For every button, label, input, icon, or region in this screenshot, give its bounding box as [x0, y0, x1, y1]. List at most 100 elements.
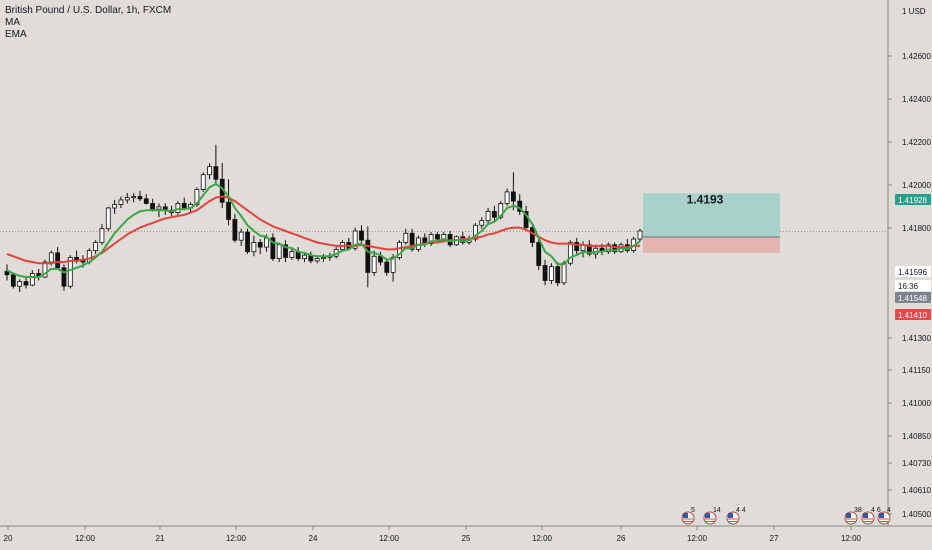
candle[interactable]: [74, 257, 80, 261]
candle[interactable]: [567, 242, 573, 264]
candle[interactable]: [112, 204, 118, 209]
indicator-ma-label[interactable]: MA: [5, 17, 20, 28]
candle[interactable]: [99, 228, 105, 243]
candle[interactable]: [200, 174, 206, 190]
y-tick-label: 1.42600: [902, 52, 931, 61]
candle[interactable]: [156, 206, 162, 210]
candle[interactable]: [118, 199, 124, 205]
flag-canton: [846, 513, 851, 518]
candle[interactable]: [548, 266, 554, 281]
price-badge-label: 16:36: [898, 282, 919, 291]
x-tick-label: 12:00: [379, 534, 400, 543]
symbol-title[interactable]: British Pound / U.S. Dollar, 1h, FXCM: [5, 5, 172, 16]
candle[interactable]: [143, 198, 149, 204]
x-tick-label: 27: [770, 534, 779, 543]
candle[interactable]: [238, 231, 244, 241]
price-axis[interactable]: [888, 0, 932, 526]
event-count-label: 4 6: [871, 507, 881, 514]
candle[interactable]: [473, 224, 478, 240]
candle[interactable]: [55, 252, 61, 269]
candle[interactable]: [397, 242, 402, 258]
y-tick-label: 1.41150: [902, 366, 931, 375]
candle[interactable]: [181, 202, 187, 209]
flag-canton: [879, 513, 884, 518]
candle[interactable]: [251, 242, 257, 253]
candle[interactable]: [492, 211, 497, 218]
price-badge-stop: [895, 309, 931, 320]
candle[interactable]: [137, 196, 143, 200]
candle[interactable]: [150, 202, 155, 210]
profit-zone[interactable]: [643, 193, 780, 237]
indicator-ema-label[interactable]: EMA: [5, 29, 27, 40]
loss-zone[interactable]: [643, 236, 780, 253]
candle[interactable]: [403, 232, 409, 243]
candle[interactable]: [4, 270, 10, 276]
x-tick-label: 12:00: [687, 534, 708, 543]
y-tick-label: 1.40500: [902, 510, 931, 519]
candle[interactable]: [270, 237, 276, 259]
candle[interactable]: [574, 242, 580, 251]
candle[interactable]: [257, 242, 263, 248]
y-tick-label: 1.41300: [902, 334, 931, 343]
candle[interactable]: [542, 265, 548, 281]
candle[interactable]: [321, 257, 326, 260]
candle[interactable]: [276, 244, 282, 260]
flag-canton: [705, 513, 710, 518]
x-tick-label: 21: [156, 534, 165, 543]
candle[interactable]: [131, 196, 137, 199]
y-tick-label: 1.40610: [902, 486, 931, 495]
price-badge-label: 1.41410: [898, 311, 927, 320]
candle[interactable]: [61, 267, 67, 287]
candle[interactable]: [435, 234, 440, 240]
candle[interactable]: [352, 230, 358, 249]
candle[interactable]: [536, 242, 542, 266]
y-tick-label: 1.40730: [902, 459, 931, 468]
candle[interactable]: [17, 281, 23, 287]
candle[interactable]: [42, 261, 48, 278]
candle[interactable]: [561, 262, 567, 284]
x-tick-label: 12:00: [841, 534, 862, 543]
candle[interactable]: [384, 261, 390, 273]
candle[interactable]: [93, 242, 99, 251]
ema-line[interactable]: [6, 182, 641, 278]
candle[interactable]: [555, 266, 561, 284]
candle[interactable]: [637, 230, 643, 240]
candle[interactable]: [10, 274, 16, 287]
candle[interactable]: [175, 202, 181, 213]
candle[interactable]: [232, 219, 238, 241]
candle[interactable]: [245, 231, 250, 253]
candle[interactable]: [605, 244, 611, 253]
candle[interactable]: [371, 255, 377, 273]
candle[interactable]: [612, 244, 618, 253]
candle[interactable]: [365, 239, 371, 273]
candle[interactable]: [207, 166, 212, 176]
candle[interactable]: [213, 166, 219, 180]
candle[interactable]: [105, 207, 111, 230]
candle[interactable]: [314, 258, 320, 262]
x-tick-label: 24: [309, 534, 318, 543]
candle[interactable]: [283, 244, 288, 258]
candle[interactable]: [504, 191, 510, 204]
candle[interactable]: [48, 252, 54, 263]
candle[interactable]: [409, 232, 415, 250]
candle[interactable]: [510, 191, 516, 202]
y-tick-label: 1.41000: [902, 399, 931, 408]
candle[interactable]: [23, 281, 29, 286]
x-tick-label: 12:00: [532, 534, 553, 543]
candle[interactable]: [289, 251, 295, 258]
candle[interactable]: [428, 234, 434, 245]
price-badge-price: [895, 266, 931, 277]
candle[interactable]: [226, 201, 231, 220]
candle[interactable]: [29, 273, 35, 286]
ma-line[interactable]: [6, 195, 640, 265]
chart-legend: British Pound / U.S. Dollar, 1h, FXCM MA…: [5, 5, 171, 41]
x-tick-label: 25: [462, 534, 471, 543]
candle[interactable]: [124, 197, 130, 201]
candle[interactable]: [359, 230, 364, 241]
candle[interactable]: [586, 244, 592, 255]
candle[interactable]: [479, 220, 485, 226]
candle[interactable]: [485, 211, 491, 222]
event-count-label: 38: [854, 507, 862, 514]
candle[interactable]: [302, 254, 307, 259]
